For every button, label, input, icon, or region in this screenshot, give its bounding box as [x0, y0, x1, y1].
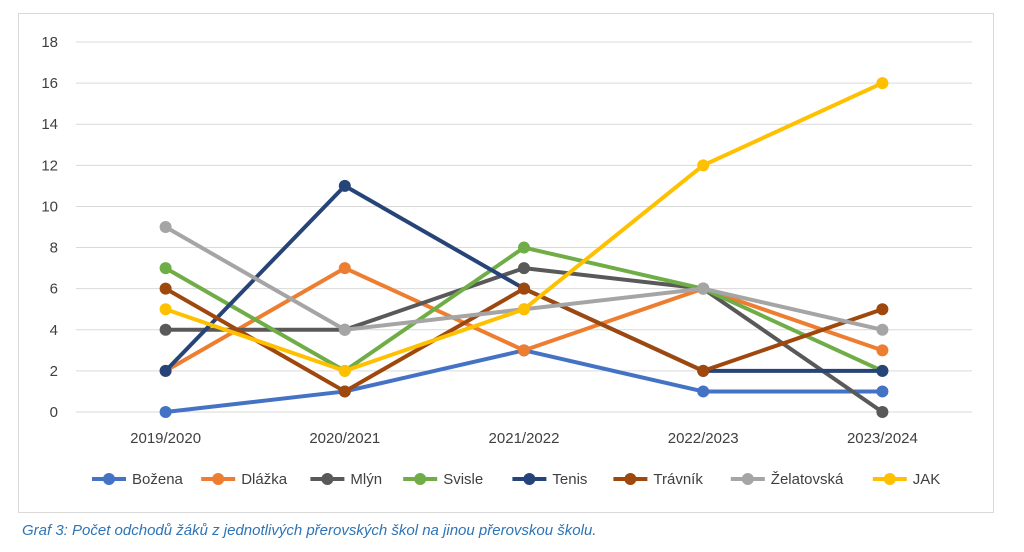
- data-point: [338, 385, 351, 398]
- data-point: [518, 344, 530, 357]
- data-point: [338, 364, 351, 377]
- data-point: [697, 159, 710, 172]
- x-tick-label: 2019/2020: [130, 430, 201, 447]
- x-tick-label: 2023/2024: [847, 430, 918, 447]
- data-point: [518, 303, 530, 316]
- data-point: [876, 344, 889, 357]
- legend-marker: [212, 473, 225, 485]
- data-point: [518, 241, 530, 254]
- data-point: [159, 323, 172, 336]
- data-point: [876, 385, 889, 398]
- y-tick-label: 2: [50, 363, 58, 380]
- legend-entry: Tenis: [552, 471, 587, 488]
- legend-entry: Mlýn: [350, 471, 382, 488]
- data-point: [159, 262, 172, 275]
- legend-marker: [624, 473, 637, 485]
- legend-entry: Trávník: [653, 471, 703, 488]
- y-tick-label: 12: [41, 157, 58, 174]
- data-point: [697, 385, 710, 398]
- legend-entry: Božena: [132, 471, 184, 488]
- y-tick-label: 8: [50, 240, 58, 257]
- legend-entry: Želatovská: [771, 471, 844, 488]
- legend-marker: [103, 473, 115, 485]
- data-point: [518, 262, 530, 275]
- y-tick-label: 4: [50, 322, 58, 339]
- legend-marker: [523, 473, 536, 485]
- data-point: [159, 221, 172, 233]
- legend-marker: [414, 473, 427, 485]
- data-point: [697, 282, 710, 295]
- legend-entry: Svisle: [443, 471, 483, 488]
- y-tick-label: 10: [41, 198, 58, 215]
- x-tick-label: 2021/2022: [489, 430, 560, 447]
- x-tick-label: 2020/2021: [309, 430, 380, 447]
- data-point: [518, 282, 530, 295]
- y-tick-label: 6: [50, 281, 58, 298]
- data-point: [876, 77, 889, 90]
- data-point: [876, 406, 889, 418]
- data-point: [876, 303, 889, 316]
- data-point: [697, 364, 710, 377]
- data-point: [338, 323, 351, 336]
- data-point: [338, 179, 351, 192]
- y-tick-label: 14: [41, 116, 58, 133]
- series-line: [163, 183, 885, 373]
- y-tick-label: 18: [41, 34, 58, 51]
- data-point: [876, 323, 889, 336]
- y-tick-label: 16: [41, 75, 58, 92]
- data-point: [159, 406, 172, 418]
- chart-caption: Graf 3: Počet odchodů žáků z jednotlivýc…: [22, 522, 597, 539]
- y-tick-label: 0: [50, 404, 58, 421]
- chart-area: [18, 13, 994, 513]
- legend-marker: [741, 473, 754, 485]
- legend-entry: JAK: [913, 471, 941, 488]
- data-point: [159, 282, 172, 295]
- data-point: [338, 262, 351, 275]
- x-tick-label: 2022/2023: [668, 430, 739, 447]
- legend-entry: Dlážka: [241, 471, 288, 488]
- legend-marker: [321, 473, 334, 485]
- legend-marker: [883, 473, 896, 485]
- data-point: [159, 303, 172, 316]
- series-line: [163, 348, 885, 414]
- data-point: [159, 364, 172, 377]
- data-point: [876, 364, 889, 377]
